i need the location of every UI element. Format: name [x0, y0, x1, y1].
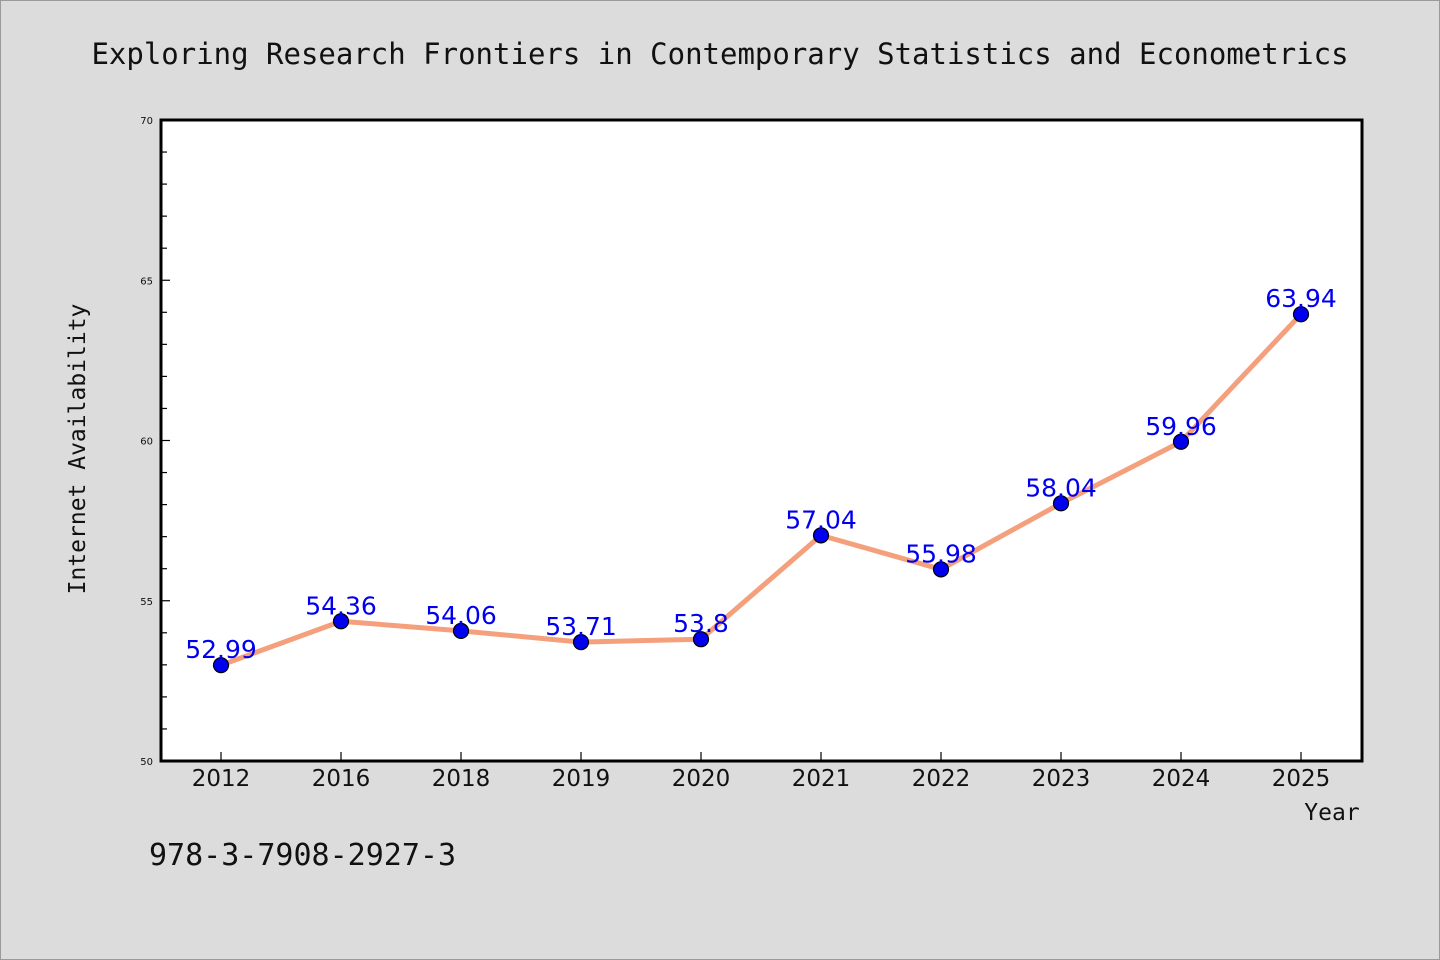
series-line [218, 311, 1304, 668]
data-label: 57.04 [785, 505, 857, 534]
x-tick-label: 2022 [912, 766, 971, 792]
x-tick-label: 2020 [672, 766, 731, 792]
plot-area [161, 120, 1362, 761]
x-axis-ticks: 2012 2016 2018 2019 2020 2021 2022 2023 2024 2025 [192, 752, 1331, 792]
data-label: 53.8 [673, 609, 729, 638]
data-label: 53.71 [545, 612, 617, 641]
x-tick-label: 2024 [1152, 766, 1211, 792]
x-tick-label: 2023 [1032, 766, 1091, 792]
data-label: 54.36 [305, 591, 377, 620]
plot-frame [159, 118, 1364, 763]
x-axis-title: Year [1304, 800, 1359, 826]
y-tick-label: 65 [140, 276, 153, 287]
data-point [212, 657, 230, 674]
x-tick-label: 2018 [432, 766, 491, 792]
data-point [1052, 495, 1070, 512]
y-tick-label: 50 [140, 757, 153, 768]
data-point [1292, 306, 1310, 323]
y-tick-label: 60 [140, 437, 153, 448]
x-tick-label: 2016 [312, 766, 371, 792]
data-point [452, 622, 470, 639]
data-point [692, 631, 710, 648]
x-tick-label: 2021 [792, 766, 851, 792]
y-tick-label: 70 [140, 116, 153, 127]
data-label: 55.98 [905, 539, 977, 568]
data-label: 59.96 [1145, 412, 1217, 441]
data-label: 58.04 [1025, 473, 1097, 502]
x-tick-label: 2012 [192, 766, 251, 792]
data-point [332, 613, 350, 630]
y-axis-title: Internet Availability [65, 304, 91, 595]
chart-title: Exploring Research Frontiers in Contempo… [91, 37, 1348, 71]
data-point [1172, 433, 1190, 450]
data-point [812, 527, 830, 544]
data-label: 54.06 [425, 601, 497, 630]
x-tick-label: 2025 [1272, 766, 1331, 792]
y-tick-label: 55 [140, 597, 153, 608]
data-label: 52.99 [185, 635, 257, 664]
data-point [572, 633, 590, 651]
isbn-footnote: 978-3-7908-2927-3 [149, 838, 456, 873]
x-tick-label: 2019 [552, 766, 611, 792]
data-point [932, 561, 950, 578]
data-label: 63.94 [1265, 284, 1337, 313]
series-group: 52.99 54.36 54.06 53.71 53.8 57.04 55.98 58.04 5… [185, 284, 1337, 674]
